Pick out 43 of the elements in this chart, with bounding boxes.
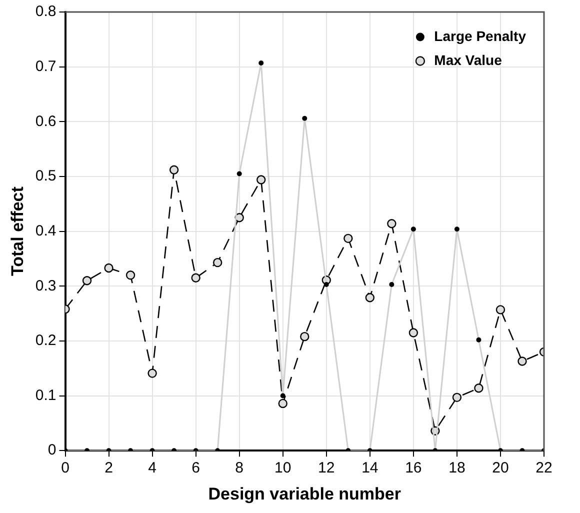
point	[278, 398, 288, 408]
point	[191, 273, 200, 282]
legend-label: Large Penalty	[434, 28, 526, 44]
y-tick-label: 0.7	[35, 58, 56, 75]
point	[408, 328, 418, 338]
point	[169, 165, 179, 174]
point	[387, 219, 396, 228]
x-tick-label: 12	[318, 460, 335, 477]
y-tick-label: 0	[48, 442, 56, 459]
y-tick-label: 0.8	[35, 3, 56, 20]
point	[518, 356, 527, 366]
legend-label: Max Value	[434, 52, 502, 68]
point	[344, 234, 353, 244]
x-tick-label: 18	[448, 460, 466, 477]
point	[365, 293, 375, 302]
point	[82, 276, 92, 286]
x-axis-title: Design variable number	[208, 484, 402, 504]
point	[300, 332, 310, 342]
x-tick-label: 22	[536, 460, 552, 477]
point	[212, 258, 222, 268]
y-axis-title: Total effect	[8, 186, 27, 276]
point	[148, 368, 157, 378]
y-tick-label: 0.5	[35, 168, 56, 185]
y-tick-label: 0.6	[35, 112, 56, 130]
point	[452, 392, 462, 402]
y-tick-label: 0.2	[35, 332, 56, 350]
x-tick-label: 10	[274, 460, 292, 477]
y-tick-label: 0.3	[35, 277, 56, 294]
point	[104, 263, 114, 273]
x-tick-label: 8	[235, 460, 244, 477]
y-tick-label: 0.4	[35, 222, 56, 240]
point	[496, 305, 506, 314]
y-tick-label: 0.1	[35, 386, 56, 404]
x-tick-label: 20	[492, 460, 509, 477]
point	[126, 270, 136, 280]
point	[474, 384, 484, 393]
point	[256, 175, 266, 184]
x-tick-label: 2	[104, 460, 113, 477]
x-tick-label: 0	[61, 460, 70, 477]
x-tick-label: 4	[148, 460, 156, 477]
x-tick-label: 14	[362, 460, 378, 477]
x-tick-label: 16	[405, 460, 422, 477]
x-tick-label: 6	[192, 460, 200, 477]
